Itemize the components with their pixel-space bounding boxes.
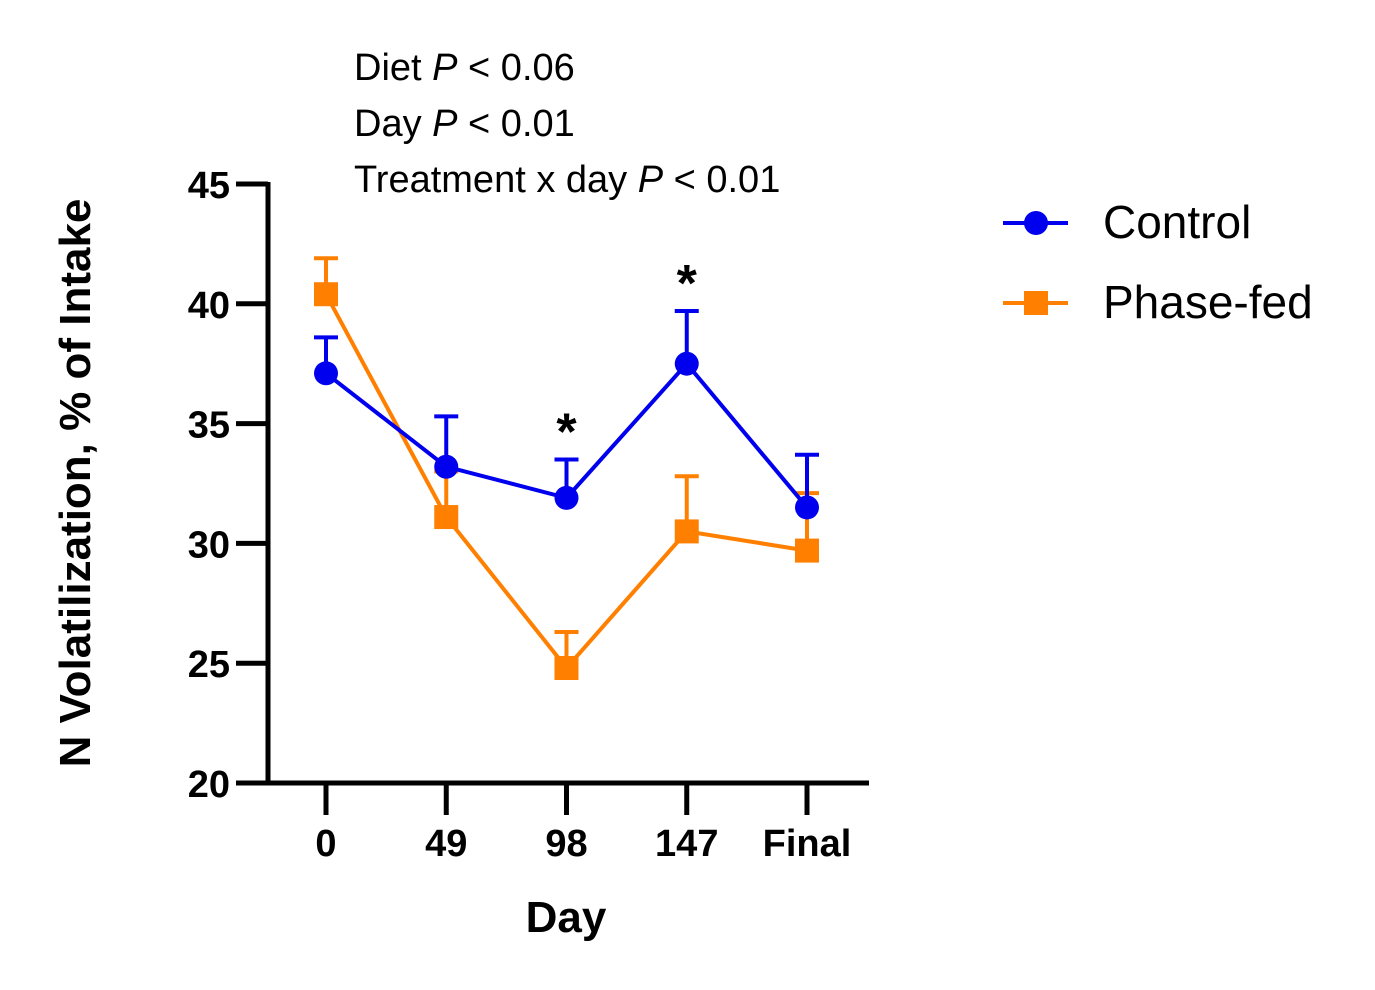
legend-marker-circle-icon xyxy=(1024,211,1048,235)
y-axis-title: N Volatilization, % of Intake xyxy=(51,199,100,768)
data-point-phase-fed xyxy=(795,538,819,563)
legend-label-phase-fed: Phase-fed xyxy=(1103,276,1313,328)
series-phase-fed xyxy=(314,256,819,680)
series-control xyxy=(314,308,819,520)
legend: Control Phase-fed xyxy=(1003,196,1313,328)
x-ticks: 0 49 98 147 Final xyxy=(315,783,851,865)
y-tick-label: 40 xyxy=(188,285,230,327)
x-tick-label: 49 xyxy=(425,823,467,865)
data-point-phase-fed xyxy=(674,519,699,544)
stat-line-diet: Diet P < 0.06 xyxy=(354,47,575,89)
data-point-control xyxy=(795,495,819,520)
legend-item-phase-fed: Phase-fed xyxy=(1003,276,1313,328)
y-tick-label: 45 xyxy=(188,165,230,207)
data-point-phase-fed xyxy=(314,282,338,307)
y-tick-label: 20 xyxy=(188,764,230,806)
y-ticks: 20 25 30 35 40 45 xyxy=(188,165,268,806)
data-point-control xyxy=(554,485,579,510)
legend-item-control: Control xyxy=(1003,196,1251,248)
significance-star: * xyxy=(556,404,577,462)
data-point-control xyxy=(674,351,699,376)
significance-star: * xyxy=(677,255,698,313)
stat-line-interaction: Treatment x day P < 0.01 xyxy=(354,159,780,201)
x-axis-title: Day xyxy=(526,893,607,942)
x-tick-label: 147 xyxy=(655,823,718,865)
data-point-control xyxy=(434,454,459,479)
y-tick-label: 25 xyxy=(188,644,230,686)
x-tick-label: 98 xyxy=(545,823,587,865)
series-layer xyxy=(314,256,819,680)
data-point-control xyxy=(314,361,338,386)
y-tick-label: 35 xyxy=(188,405,230,447)
stats-annotation: Diet P < 0.06 Day P < 0.01 Treatment x d… xyxy=(354,47,780,201)
legend-label-control: Control xyxy=(1103,196,1251,248)
y-tick-label: 30 xyxy=(188,524,230,566)
data-point-phase-fed xyxy=(434,505,459,530)
legend-marker-square-icon xyxy=(1024,291,1048,315)
data-point-phase-fed xyxy=(554,655,579,680)
x-tick-label: 0 xyxy=(315,823,336,865)
stat-line-day: Day P < 0.01 xyxy=(354,103,575,145)
significance-marks: ** xyxy=(556,255,697,462)
x-tick-label: Final xyxy=(763,823,852,865)
